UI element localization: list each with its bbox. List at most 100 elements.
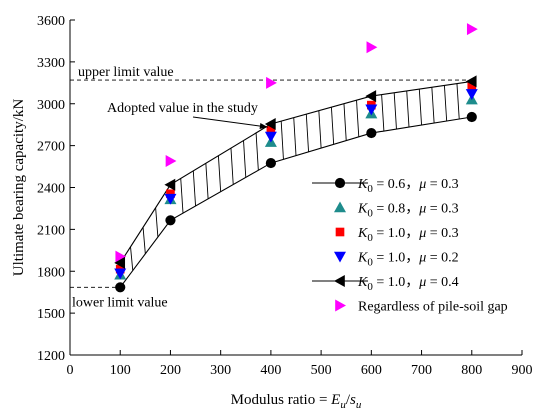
adopted-value-label: Adopted value in the study [107,101,258,116]
legend-marker [335,227,345,237]
legend-k-subscript: 0 [367,183,373,195]
y-tick-label: 2400 [37,182,65,197]
legend-mu-symbol: μ [418,275,426,290]
legend-mu-symbol: μ [418,251,426,266]
legend-label: K0 = 1.0，μ = 0.4 [357,275,459,293]
y-tick-label: 2700 [37,140,65,155]
data-point [366,127,377,139]
data-point [266,125,276,135]
x-tick-label: 900 [512,363,533,378]
legend-k-value: = 0.6， [373,177,419,192]
data-point [264,131,277,143]
legend-mu-value: = 0.3 [426,226,458,241]
axes: 0 100 200 300 400 500 600 700 800 900 1200 1500 1800… [11,14,533,411]
reference-lines [70,79,472,288]
hatched-band [130,83,460,271]
x-tick-label: 400 [260,363,281,378]
series-0 [115,111,477,293]
hatch-line [418,89,423,126]
x-tick-label: 800 [461,363,482,378]
y-axis-title: Ultimate bearing capacity/kN [11,99,27,277]
legend-k-subscript: 0 [367,208,373,220]
legend-label: K0 = 0.8，μ = 0.3 [357,202,459,220]
data-point [164,193,177,205]
hatch-line [293,117,297,156]
data-point [466,111,477,123]
data-point [365,104,378,116]
adopted-value-arrow [192,116,268,128]
legend-mu-value: = 0.3 [426,177,458,192]
hatch-line [180,178,184,214]
hatch-line [381,94,385,132]
legend-mu-value: = 0.2 [426,251,458,266]
legend: K0 = 0.6，μ = 0.3K0 = 0.8，μ = 0.3K0 = 1.0… [312,177,508,315]
series-3 [114,89,478,280]
x-axis-title: Modulus ratio = Eu/su [231,392,362,411]
data-point [164,178,176,191]
legend-k-subscript: 0 [367,257,373,269]
data-series [114,23,478,293]
hatch-line [230,148,234,185]
x-tick-label: 600 [361,363,382,378]
annotations: upper limit value lower limit value Adopte… [72,65,268,310]
legend-k-subscript: 0 [367,281,373,293]
data-point [114,268,127,280]
data-point [114,256,126,269]
legend-label: Regardless of pile-soil gap [358,300,508,315]
x-axis-title-denominator: s [350,392,356,408]
data-point [265,157,276,169]
lower-limit-label: lower limit value [72,295,168,310]
legend-k-value: = 0.8， [373,202,419,217]
hatch-line [330,107,335,145]
legend-marker [334,275,345,287]
legend-mu-symbol: μ [418,202,426,217]
y-tick-label: 2100 [37,223,65,238]
hatch-line [243,140,247,178]
hatch-line [305,114,310,152]
legend-k-subscript: 0 [367,232,373,244]
x-tick-label: 700 [411,363,432,378]
hatch-line [192,170,197,207]
legend-marker [334,201,346,213]
y-tick-label: 1500 [37,307,65,322]
legend-item: K0 = 1.0，μ = 0.2 [334,251,459,269]
x-axis-title-subscript: u [356,399,362,411]
hatch-line [356,100,360,137]
hatch-line [255,132,259,171]
x-tick-label: 0 [67,363,74,378]
legend-item: K0 = 0.6，μ = 0.3 [312,177,459,195]
data-point [166,189,175,199]
data-point [115,282,126,293]
hatch-line [443,85,448,122]
y-tick-label: 3600 [37,14,65,29]
legend-item: K0 = 0.8，μ = 0.3 [334,201,459,220]
y-tick-label: 1200 [37,349,65,364]
x-axis-title-numerator: E [330,392,340,408]
legend-item: Regardless of pile-soil gap [335,299,508,315]
upper-limit-label: upper limit value [78,65,174,80]
x-tick-label: 500 [311,363,332,378]
legend-k-symbol: K [357,251,368,266]
x-tick-label: 100 [110,363,131,378]
series-5 [115,23,478,263]
legend-mu-value: = 0.4 [426,275,458,290]
x-tick-label: 200 [160,363,181,378]
y-tick-label: 3000 [37,98,65,113]
series-4 [114,75,477,269]
hatch-line [343,103,347,141]
legend-marker [334,251,346,263]
data-point [365,90,377,103]
legend-k-symbol: K [357,202,368,217]
data-point [115,250,127,263]
hatch-line [393,92,397,130]
data-point [467,81,477,91]
legend-mu-symbol: μ [418,177,426,192]
data-point [465,75,477,88]
data-point [366,41,378,54]
hatch-line [318,110,322,149]
data-point [165,154,177,167]
hatch-line [280,121,284,160]
hatch-line [456,83,460,120]
